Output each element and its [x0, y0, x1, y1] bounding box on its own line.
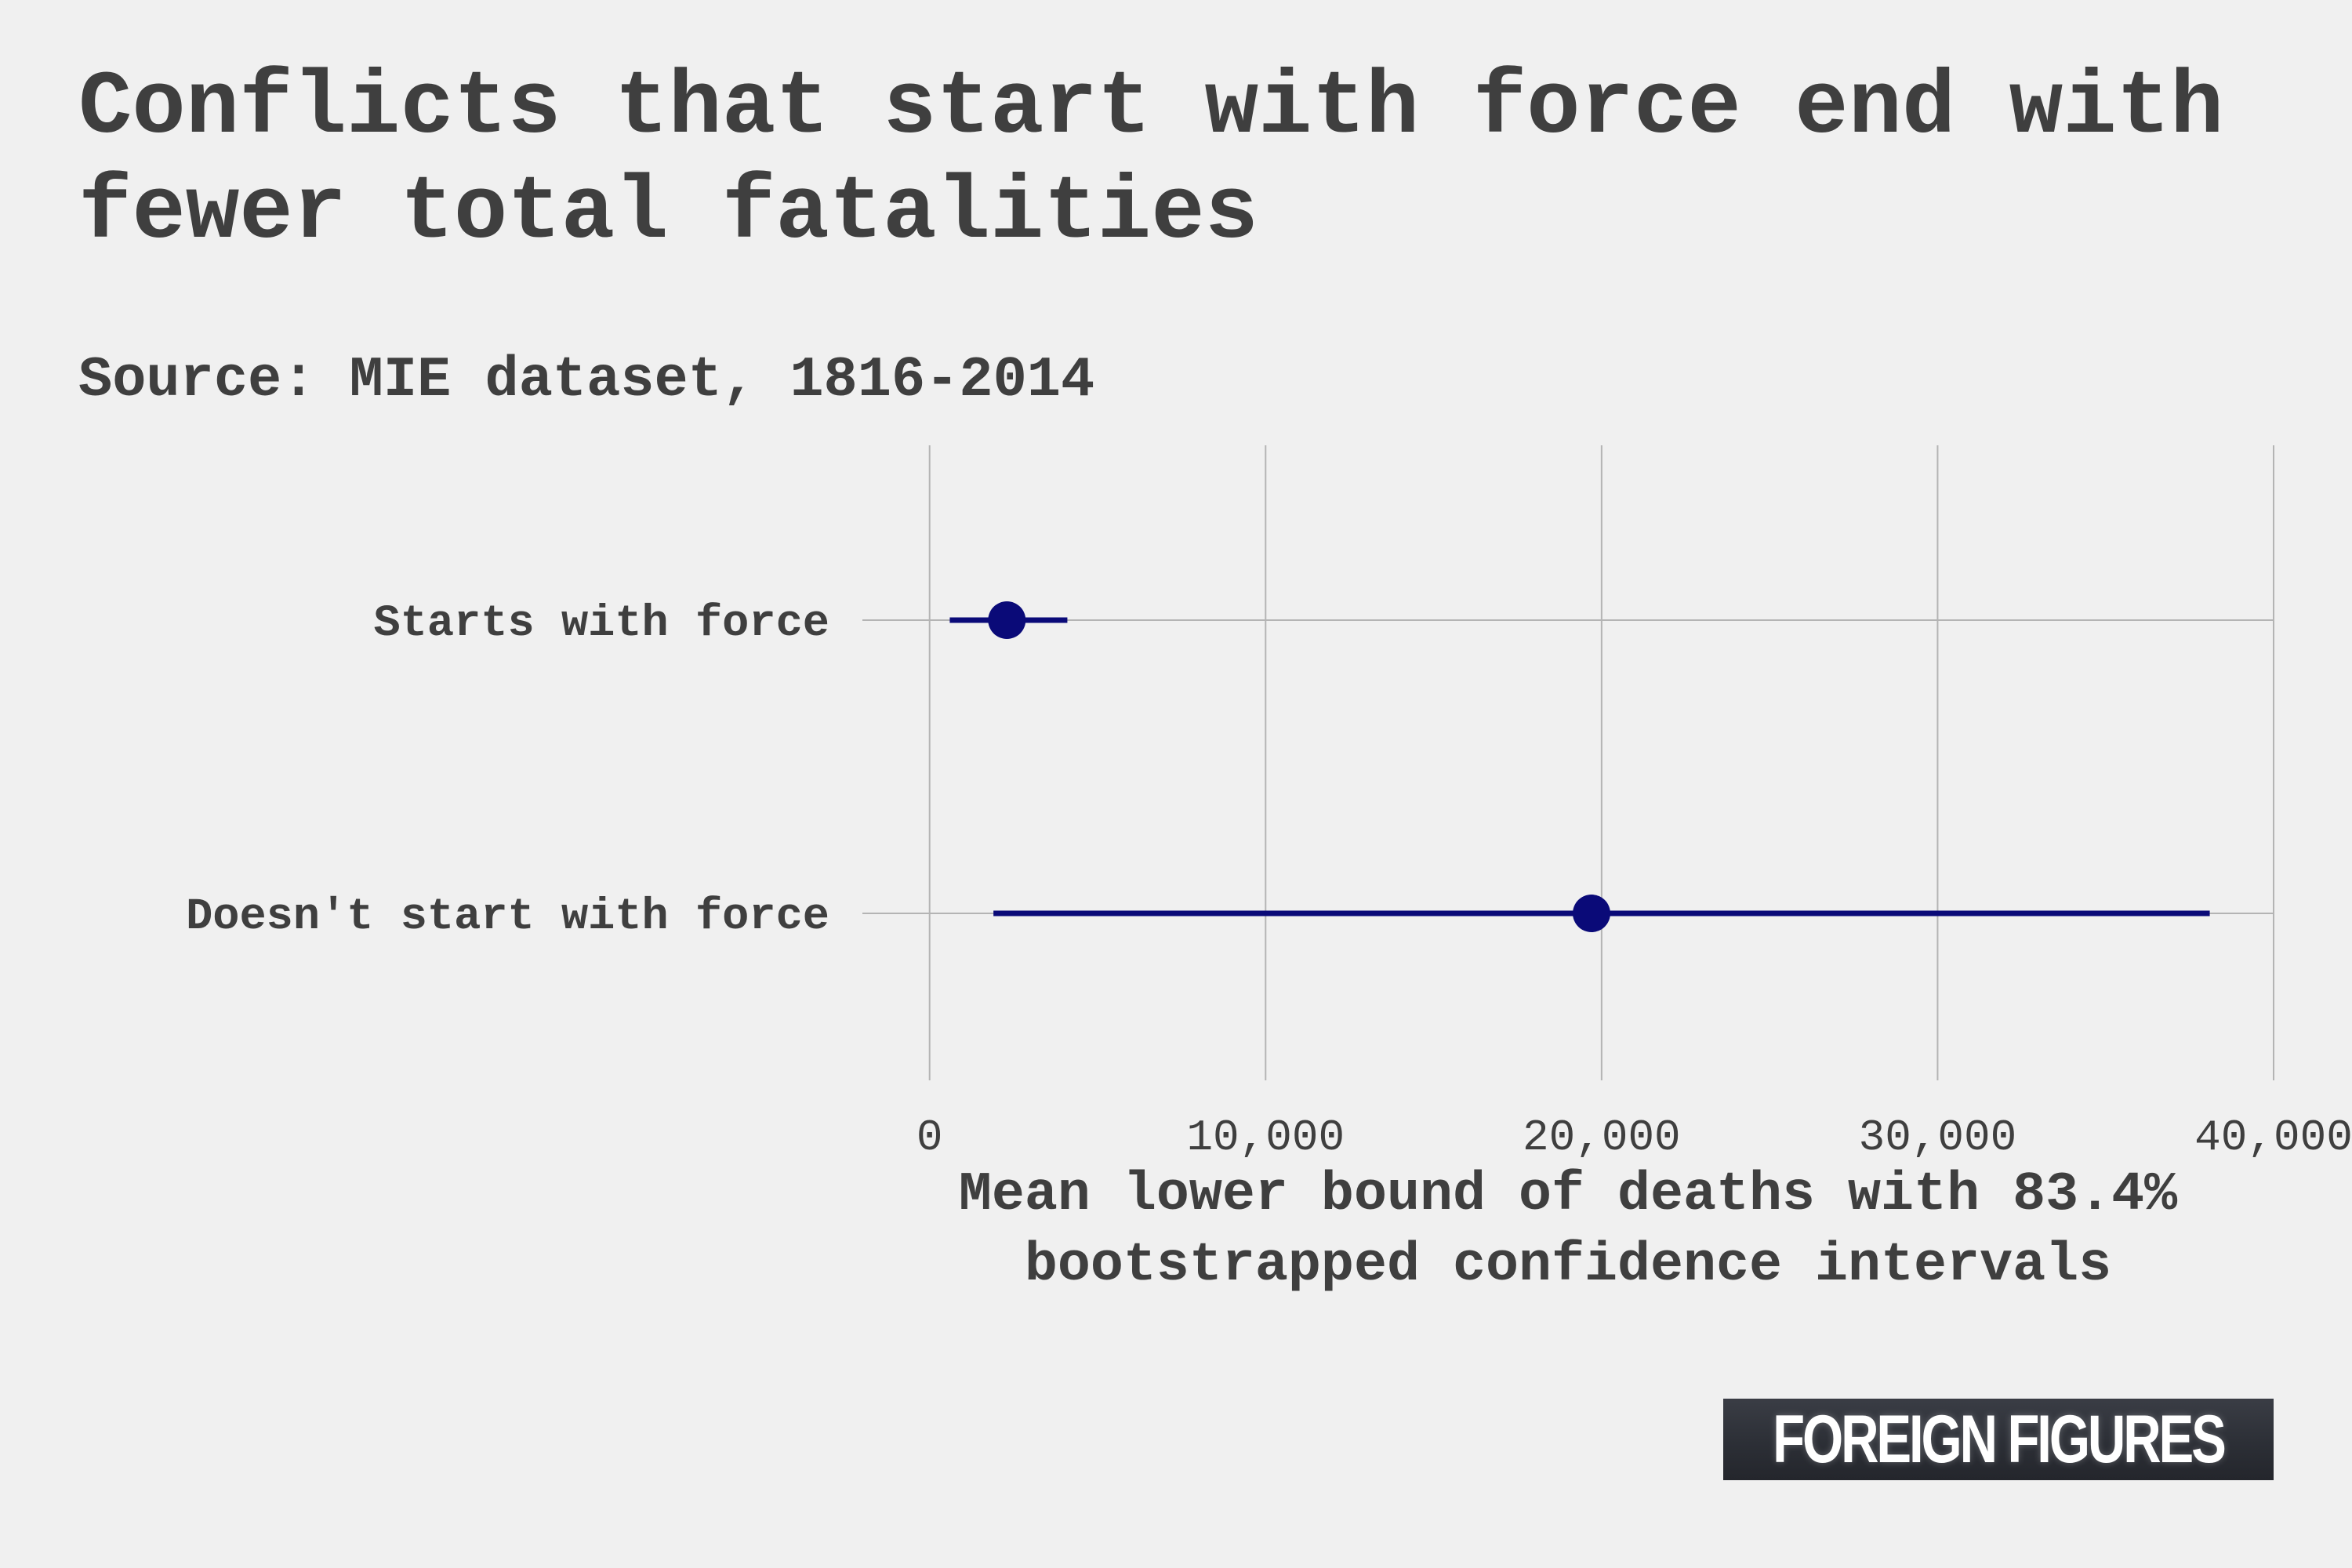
mean-point [1573, 895, 1610, 932]
brand-text: FOREIGN FIGURES [1773, 1401, 2227, 1477]
y-category-label: Doesn't start with force [186, 892, 829, 942]
x-tick-label: 20,000 [1523, 1112, 1681, 1160]
x-tick-label: 0 [916, 1112, 943, 1160]
chart-plot: 0 10,000 20,000 30,000 40,000 Starts with for… [186, 445, 2352, 1160]
chart-title: Conflicts that start with force end with… [78, 58, 2224, 264]
x-tick-label: 40,000 [2194, 1112, 2352, 1160]
x-axis-label: Mean lower bound of deaths with 83.4% bo… [958, 1164, 2178, 1297]
chart-subtitle: Source: MIE dataset, 1816-2014 [78, 348, 1095, 412]
x-tick-label: 30,000 [1859, 1112, 2017, 1160]
foreign-figures-logo: FOREIGN FIGURES [1723, 1399, 2274, 1480]
mean-point [988, 601, 1026, 639]
x-tick-label: 10,000 [1186, 1112, 1345, 1160]
y-category-label: Starts with force [374, 599, 830, 649]
